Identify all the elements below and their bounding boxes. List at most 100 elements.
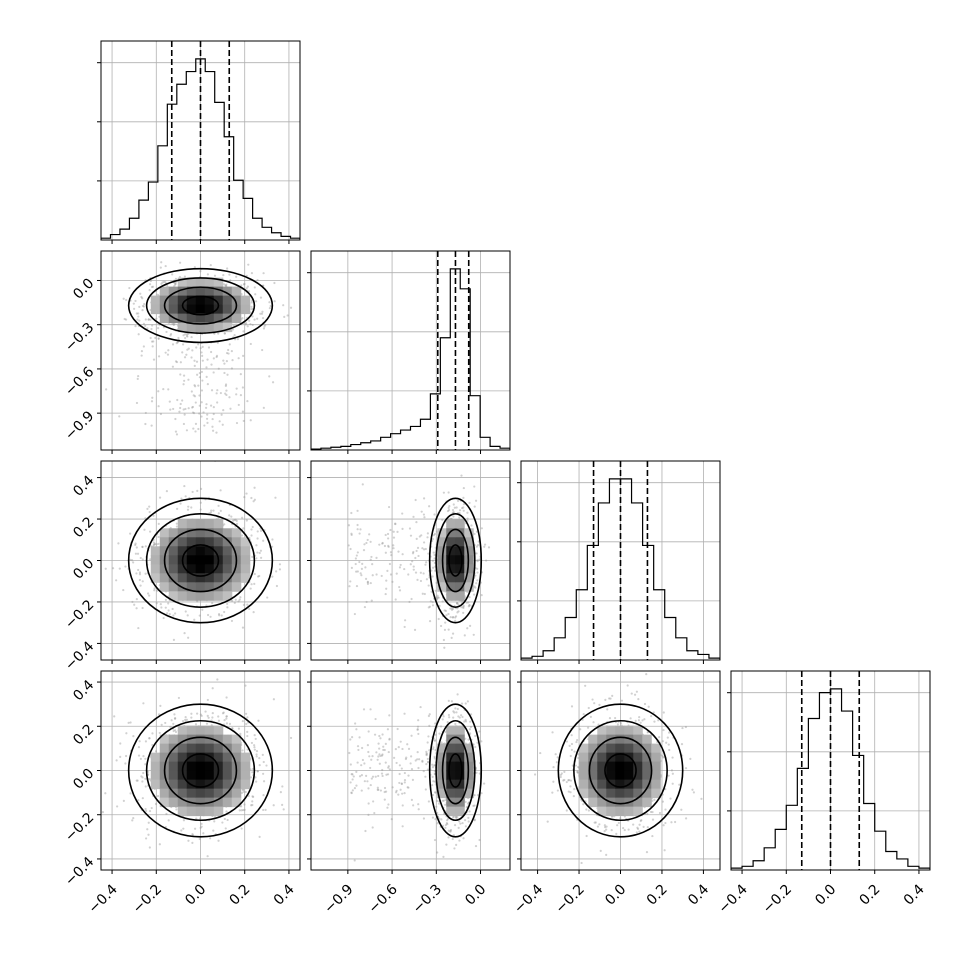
scatter-point-2-1 [480,527,483,530]
contour-2-1-2 [435,513,476,608]
scatter-point-3-0 [245,712,248,715]
density-cell-3-1 [437,752,447,763]
scatter-point-3-0 [199,713,202,716]
scatter-point-2-0 [253,486,256,489]
scatter-point-2-1 [412,568,415,571]
density-cell-3-0 [195,770,206,781]
scatter-point-3-0 [209,837,212,840]
scatter-point-2-1 [392,536,396,539]
density-cell-2-0 [213,573,224,583]
scatter-point-2-1 [414,498,417,502]
scatter-point-2-1 [394,522,397,525]
scatter-point-2-0 [134,543,137,547]
scatter-point-3-0 [169,725,172,729]
scatter-point-1-0 [219,391,222,395]
scatter-point-3-0 [122,799,125,802]
scatter-point-1-0 [164,351,167,354]
scatter-point-3-1 [400,782,403,785]
scatter-point-1-0 [148,289,151,292]
scatter-point-2-0 [226,602,229,606]
scatter-point-3-1 [395,761,398,765]
scatter-point-1-0 [155,317,158,320]
scatter-point-1-0 [247,263,250,266]
scatter-point-1-0 [231,358,234,362]
scatter-point-1-0 [134,299,137,303]
density-cell-1-0 [240,295,251,306]
scatter-point-3-0 [211,716,214,719]
scatter-point-3-1 [428,724,431,727]
scatter-point-2-1 [438,604,441,608]
scatter-point-3-1 [460,702,464,705]
scatter-point-1-0 [192,394,195,397]
scatter-point-3-1 [378,734,381,738]
scatter-point-2-0 [157,535,160,539]
density-cell-3-0 [186,770,197,781]
scatter-point-3-0 [228,722,232,725]
scatter-point-2-1 [456,602,459,605]
scatter-point-3-1 [378,762,381,765]
scatter-point-3-1 [416,751,419,754]
scatter-point-2-1 [426,532,429,535]
scatter-point-1-0 [197,343,200,346]
scatter-point-1-0 [179,373,182,376]
density-cell-2-0 [213,564,224,574]
scatter-point-1-0 [177,336,180,340]
scatter-point-3-1 [396,727,399,731]
scatter-point-3-0 [265,764,268,767]
density-cell-2-1 [464,537,474,547]
scatter-point-1-0 [143,302,146,306]
scatter-point-2-1 [422,541,426,544]
density-cell-3-0 [204,770,215,781]
scatter-point-2-1 [466,519,469,522]
contour-2-1-1 [441,528,470,593]
scatter-point-3-1 [462,837,465,840]
y-tick-label-2-1: −0.2 [62,597,97,632]
scatter-point-1-0 [229,407,232,410]
scatter-point-2-1 [375,556,378,559]
scatter-point-2-1 [409,563,412,566]
scatter-point-1-0 [225,283,228,286]
scatter-point-3-0 [182,827,185,830]
scatter-point-2-1 [437,596,440,599]
scatter-point-2-0 [199,487,203,490]
density-cell-2-1 [437,564,447,574]
scatter-point-3-0 [200,825,203,828]
scatter-point-1-0 [133,307,136,310]
scatter-point-3-0 [146,828,149,831]
scatter-point-1-0 [201,359,204,362]
scatter-point-1-0 [146,327,149,330]
scatter-point-2-1 [368,533,371,536]
scatter-point-2-1 [397,550,400,553]
density-cell-2-0 [240,555,251,565]
scatter-point-1-0 [90,314,92,316]
scatter-point-1-0 [137,333,140,336]
density-cell-2-0 [150,573,161,583]
scatter-point-3-1 [478,772,481,775]
scatter-point-2-1 [383,544,387,548]
scatter-point-1-0 [222,274,225,277]
scatter-point-2-1 [414,556,417,560]
scatter-point-2-1 [441,600,444,603]
scatter-point-2-1 [378,543,381,546]
density-cell-2-0 [159,564,170,574]
scatter-point-2-1 [404,619,407,622]
scatter-point-1-0 [205,417,209,420]
scatter-point-1-0 [157,337,160,340]
panel-2-1 [307,460,511,664]
scatter-point-3-0 [241,749,244,752]
density-cell-2-0 [204,591,215,601]
scatter-point-3-0 [216,678,219,681]
scatter-point-1-0 [182,422,186,426]
scatter-point-2-1 [473,485,476,488]
scatter-point-3-1 [367,750,370,754]
scatter-point-1-0 [240,284,243,287]
density-cell-2-1 [446,519,456,529]
scatter-point-3-1 [425,752,428,755]
scatter-point-2-0 [235,457,237,459]
scatter-point-3-1 [455,843,458,846]
scatter-point-2-1 [381,542,384,545]
scatter-point-2-0 [148,505,151,508]
scatter-point-2-0 [111,567,115,570]
scatter-point-1-0 [250,272,254,275]
scatter-point-1-0 [164,264,167,268]
